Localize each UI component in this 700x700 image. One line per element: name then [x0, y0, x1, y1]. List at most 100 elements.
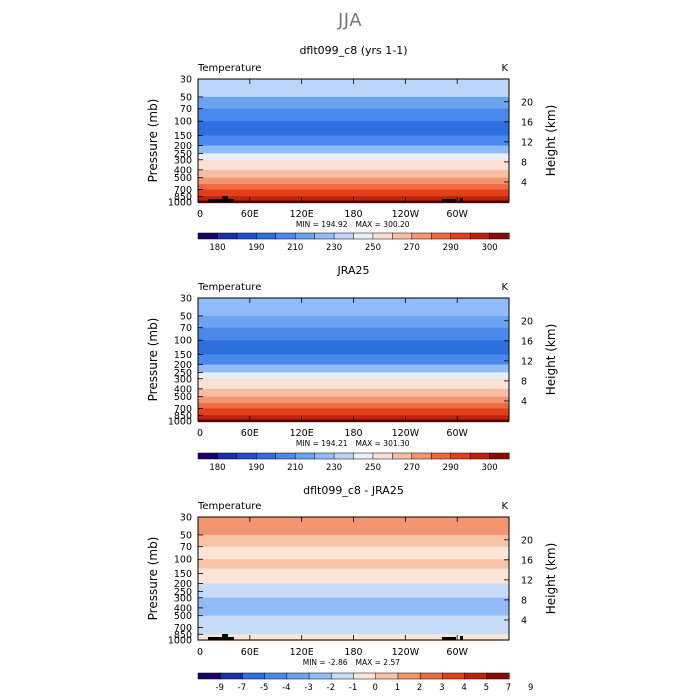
contour-band	[198, 403, 509, 410]
colorbar-swatch	[450, 232, 471, 240]
colorbar-label: 2	[417, 683, 422, 693]
contour-band	[198, 408, 509, 417]
colorbar-swatch	[469, 232, 491, 240]
colorbar-label: 230	[326, 463, 342, 473]
pressure-tick-label: 1000	[168, 198, 192, 209]
x-tick-label: 180	[344, 209, 362, 220]
topography-mark	[208, 637, 234, 640]
y-axis-label-left: Pressure (mb)	[146, 99, 160, 183]
min-label: MIN = 194.21	[296, 439, 348, 448]
height-tick-label: 12	[521, 356, 533, 367]
x-tick-label: 120W	[392, 428, 420, 439]
colorbar-swatch	[314, 232, 335, 240]
panel-title: JRA25	[337, 264, 370, 277]
height-tick-label: 16	[521, 117, 533, 128]
colorbar-label: 5	[484, 683, 489, 693]
colorbar-swatch	[236, 232, 257, 240]
x-tick-label: 60W	[446, 647, 468, 658]
pressure-tick-label: 400	[174, 384, 192, 395]
colorbar-swatch	[308, 672, 332, 680]
colorbar-label: -4	[282, 683, 290, 693]
topography-mark	[460, 198, 463, 202]
pressure-tick-label: 200	[174, 141, 192, 152]
max-label: MAX = 301.30	[356, 439, 410, 448]
contour-band	[198, 583, 509, 599]
pressure-tick-label: 70	[180, 104, 192, 115]
topography-mark	[222, 196, 228, 202]
contour-band	[198, 378, 509, 390]
contour-band	[198, 79, 509, 98]
colorbar-label: 3	[439, 683, 444, 693]
y-axis-label-right: Height (km)	[544, 324, 558, 395]
x-tick-label: 180	[344, 647, 362, 658]
contour-band	[198, 169, 509, 179]
variable-label: Temperature	[197, 282, 261, 293]
contour-band	[198, 388, 509, 398]
height-tick-label: 20	[521, 97, 533, 108]
pressure-tick-label: 500	[174, 611, 192, 622]
contour-band	[198, 364, 509, 374]
colorbar-swatch	[489, 452, 510, 460]
min-label: MIN = -2.86	[303, 658, 348, 667]
colorbar-label: 190	[248, 463, 264, 473]
topography-mark	[460, 636, 463, 640]
pressure-tick-label: 150	[174, 350, 192, 361]
colorbar-label: 9	[528, 683, 533, 693]
contour-band	[198, 615, 509, 629]
pressure-tick-label: 30	[180, 513, 192, 524]
colorbar-swatch	[217, 452, 238, 460]
contour-band	[198, 534, 509, 548]
pressure-tick-label: 850	[174, 192, 192, 203]
colorbar-swatch	[331, 672, 355, 680]
colorbar-swatch	[294, 452, 316, 460]
colorbar-swatch	[333, 232, 355, 240]
colorbar-swatch	[286, 672, 310, 680]
variable-label: Temperature	[197, 501, 261, 512]
y-axis-label-right: Height (km)	[544, 543, 558, 614]
topography-mark	[208, 199, 234, 202]
pressure-tick-label: 700	[174, 623, 192, 634]
height-tick-label: 4	[521, 177, 527, 188]
colorbar-swatch	[256, 232, 277, 240]
colorbar-label: 1	[395, 683, 400, 693]
max-label: MAX = 2.57	[356, 658, 401, 667]
colorbar-swatch	[442, 672, 466, 680]
contour-band	[198, 315, 509, 329]
contour-band	[198, 354, 509, 366]
colorbar-swatch	[197, 452, 218, 460]
colorbar-label: 210	[287, 243, 303, 253]
contour-band	[198, 145, 509, 155]
pressure-tick-label: 70	[180, 542, 192, 553]
panel-title: dflt099_c8 - JRA25	[303, 484, 404, 497]
pressure-tick-label: 700	[174, 404, 192, 415]
height-tick-label: 12	[521, 575, 533, 586]
pressure-tick-label: 50	[180, 311, 192, 322]
contour-band	[198, 159, 509, 171]
contour-band	[198, 189, 509, 198]
units-label: K	[501, 63, 508, 74]
colorbar-label: 7	[506, 683, 511, 693]
contour-band	[198, 396, 509, 404]
colorbar-swatch	[353, 452, 374, 460]
topography-mark	[222, 634, 228, 640]
contour-band	[198, 546, 509, 561]
height-tick-label: 20	[521, 316, 533, 327]
x-tick-label: 0	[197, 209, 203, 220]
colorbar-label: 300	[481, 463, 497, 473]
colorbar-swatch	[264, 672, 288, 680]
pressure-tick-label: 700	[174, 185, 192, 196]
pressure-tick-label: 100	[174, 117, 192, 128]
colorbar-swatch	[353, 672, 377, 680]
colorbar-swatch	[431, 452, 452, 460]
pressure-tick-label: 1000	[168, 417, 192, 428]
pressure-tick-label: 400	[174, 165, 192, 176]
x-tick-label: 60W	[446, 428, 468, 439]
y-axis-label-left: Pressure (mb)	[146, 537, 160, 621]
colorbar-swatch	[411, 452, 432, 460]
colorbar-swatch	[431, 232, 452, 240]
colorbar-swatch	[242, 672, 266, 680]
colorbar-label: 270	[404, 243, 420, 253]
pressure-tick-label: 150	[174, 131, 192, 142]
